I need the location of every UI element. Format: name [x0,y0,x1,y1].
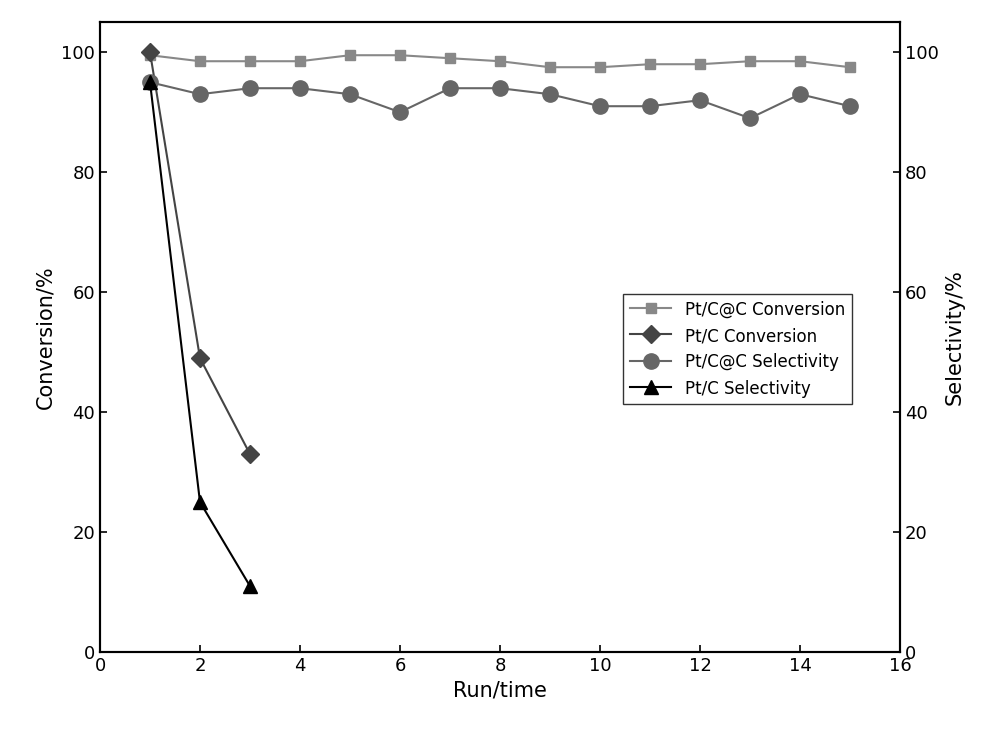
Line: Pt/C Conversion: Pt/C Conversion [144,46,256,460]
Pt/C Selectivity [144,78,156,87]
Pt/C@C Conversion [794,57,806,66]
Pt/C@C Selectivity [544,90,556,99]
Pt/C Selectivity [244,582,256,591]
Pt/C Conversion [144,47,156,56]
Pt/C@C Selectivity [494,84,506,93]
X-axis label: Run/time: Run/time [453,680,547,700]
Pt/C@C Selectivity [844,102,856,110]
Pt/C@C Conversion [644,60,656,69]
Pt/C@C Selectivity [394,107,406,116]
Line: Pt/C@C Selectivity: Pt/C@C Selectivity [142,75,858,126]
Pt/C@C Selectivity [344,90,356,99]
Pt/C@C Conversion [194,57,206,66]
Pt/C@C Selectivity [644,102,656,110]
Pt/C@C Conversion [494,57,506,66]
Pt/C@C Selectivity [194,90,206,99]
Pt/C@C Conversion [294,57,306,66]
Pt/C Selectivity [194,498,206,507]
Legend: Pt/C@C Conversion, Pt/C Conversion, Pt/C@C Selectivity, Pt/C Selectivity: Pt/C@C Conversion, Pt/C Conversion, Pt/C… [623,294,852,405]
Pt/C@C Selectivity [794,90,806,99]
Pt/C@C Selectivity [694,96,706,104]
Pt/C Conversion [244,450,256,459]
Pt/C@C Conversion [744,57,756,66]
Pt/C@C Selectivity [744,114,756,123]
Pt/C Conversion [194,353,206,362]
Y-axis label: Conversion/%: Conversion/% [36,265,56,409]
Pt/C@C Conversion [444,54,456,63]
Pt/C@C Conversion [694,60,706,69]
Pt/C@C Conversion [144,51,156,60]
Line: Pt/C Selectivity: Pt/C Selectivity [143,76,257,593]
Pt/C@C Selectivity [594,102,606,110]
Pt/C@C Conversion [244,57,256,66]
Pt/C@C Conversion [844,63,856,72]
Pt/C@C Selectivity [144,78,156,87]
Pt/C@C Selectivity [294,84,306,93]
Y-axis label: Selectivity/%: Selectivity/% [944,269,964,405]
Pt/C@C Conversion [344,51,356,60]
Pt/C@C Conversion [394,51,406,60]
Pt/C@C Selectivity [244,84,256,93]
Pt/C@C Conversion [544,63,556,72]
Pt/C@C Selectivity [444,84,456,93]
Line: Pt/C@C Conversion: Pt/C@C Conversion [145,50,855,72]
Pt/C@C Conversion [594,63,606,72]
